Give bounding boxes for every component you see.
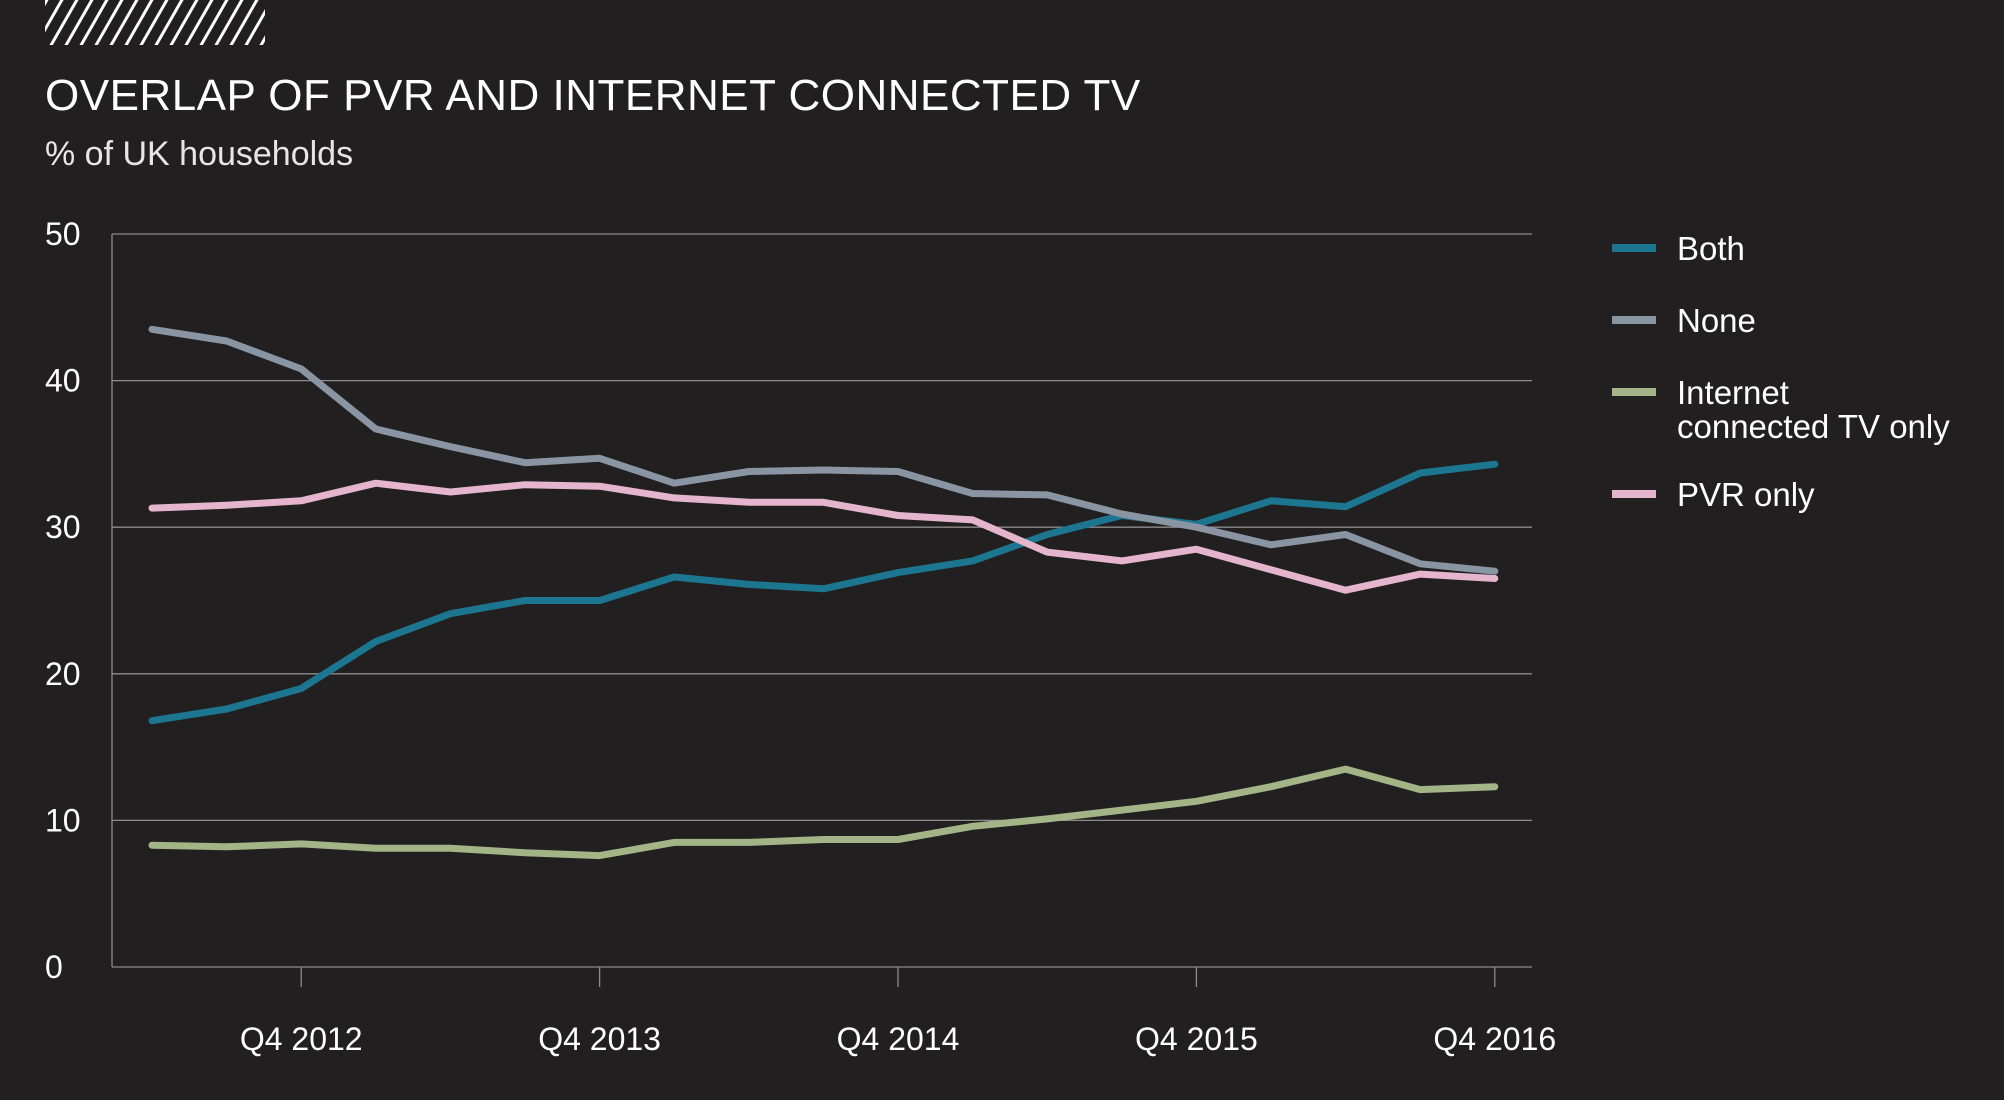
- series-line-pvr-only: [148, 479, 1499, 594]
- x-tick-label: Q4 2015: [1135, 1021, 1258, 1057]
- y-tick-label: 50: [45, 216, 81, 252]
- chart-title: OVERLAP OF PVR AND INTERNET CONNECTED TV: [45, 71, 1141, 120]
- series-line-internet-connected-tv-only: [148, 765, 1499, 860]
- legend-label: connected TV only: [1677, 408, 1950, 445]
- y-tick-label: 10: [45, 802, 81, 838]
- hatch-stroke: [290, 0, 318, 47]
- gridlines: [112, 233, 1532, 822]
- legend-item: PVR only: [1612, 476, 1815, 513]
- legend-item: Both: [1612, 230, 1745, 267]
- y-tick-label: 20: [45, 656, 81, 692]
- chart-subtitle: % of UK households: [45, 135, 353, 173]
- hatch-stroke: [259, 35, 265, 45]
- series-lines: [148, 325, 1499, 860]
- series-line-both: [148, 460, 1499, 725]
- y-tick-label: 0: [45, 949, 63, 985]
- x-tick-label: Q4 2016: [1433, 1021, 1556, 1057]
- hatch-stroke: [109, 0, 139, 45]
- hatch-stroke: [139, 0, 169, 45]
- x-tick-label: Q4 2012: [240, 1021, 363, 1057]
- x-tick-label: Q4 2013: [538, 1021, 661, 1057]
- hatch-stroke: [154, 0, 184, 45]
- hatch-stroke: [45, 0, 49, 7]
- hatch-stroke: [94, 0, 124, 45]
- hatch-stroke: [244, 8, 265, 45]
- hatch-stroke: [184, 0, 214, 45]
- x-axis: Q4 2012 Q4 2013 Q4 2014 Q4 2015 Q4 2016: [240, 967, 1556, 1057]
- hatch-stroke: [49, 0, 79, 45]
- legend-label: None: [1677, 302, 1756, 339]
- legend-label: PVR only: [1677, 476, 1815, 513]
- hatch-stroke: [214, 0, 244, 45]
- hatch-stroke: [229, 0, 259, 45]
- hatch-stroke: [124, 0, 154, 45]
- series-line-none: [148, 325, 1499, 575]
- y-axis: 0 10 20 30 40 50: [45, 216, 1532, 985]
- hatch-stroke: [169, 0, 199, 45]
- legend-item: None: [1612, 302, 1756, 339]
- hatch-stroke: [45, 0, 64, 33]
- y-tick-label: 40: [45, 363, 81, 399]
- x-tick-label: Q4 2014: [837, 1021, 960, 1057]
- hatch-decoration: [45, 0, 318, 47]
- hatch-stroke: [275, 0, 303, 47]
- y-tick-label: 30: [45, 509, 81, 545]
- hatch-stroke: [199, 0, 229, 45]
- hatch-stroke: [79, 0, 109, 45]
- legend-label: Both: [1677, 230, 1745, 267]
- hatch-stroke: [64, 0, 94, 45]
- legend-label: Internet: [1677, 374, 1789, 411]
